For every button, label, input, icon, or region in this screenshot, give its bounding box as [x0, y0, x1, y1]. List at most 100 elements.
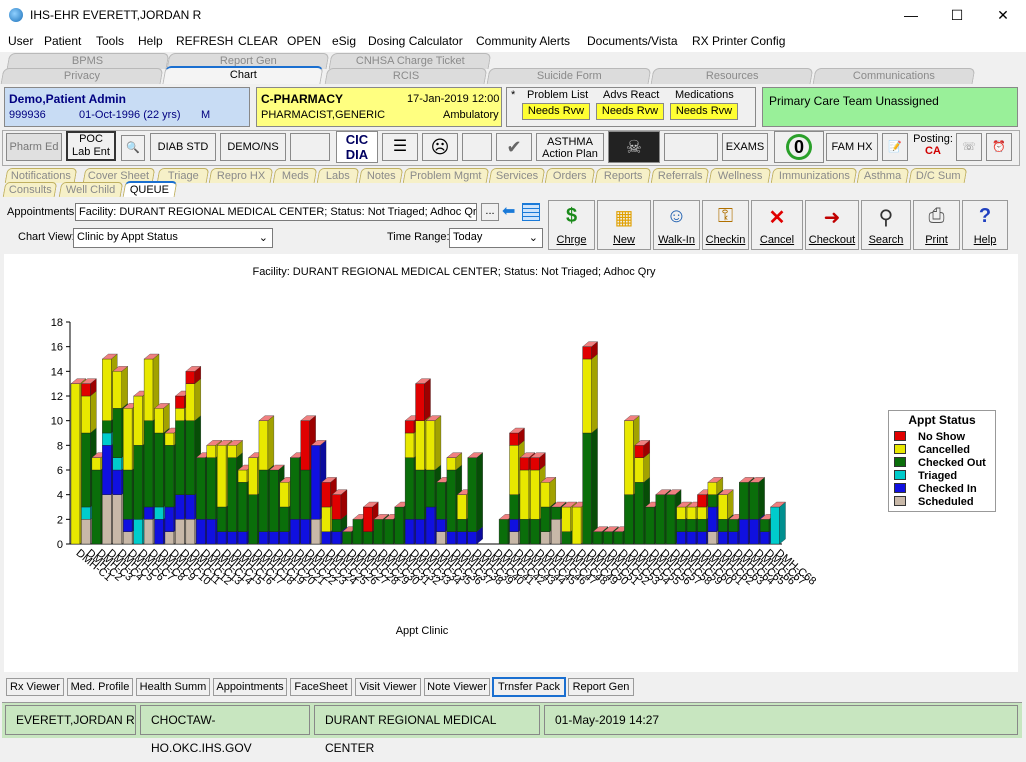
- fam-hx-button[interactable]: FAM HX: [826, 133, 878, 161]
- walk-in-button[interactable]: ☺ Walk-In: [653, 200, 700, 250]
- demo-ns-button[interactable]: DEMO/NS: [220, 133, 286, 161]
- menu-documents-vista[interactable]: Documents/Vista: [587, 34, 678, 48]
- maximize-button[interactable]: ☐: [950, 7, 964, 23]
- subtab-notifications[interactable]: Notifications: [4, 168, 78, 183]
- subtab-notes[interactable]: Notes: [358, 168, 404, 183]
- med-profile-tab[interactable]: Med. Profile: [67, 678, 133, 696]
- visit-viewer-tab[interactable]: Visit Viewer: [355, 678, 421, 696]
- time-range-select[interactable]: Today ⌄: [449, 228, 543, 248]
- tab-cnhsa-charge-ticket[interactable]: CNHSA Charge Ticket: [328, 53, 492, 69]
- recycle-count-button[interactable]: 0: [774, 131, 824, 163]
- notification-icon[interactable]: ☏: [956, 133, 982, 161]
- subtab-wellness[interactable]: Wellness: [708, 168, 772, 183]
- charge-button[interactable]: $ Chrge: [548, 200, 595, 250]
- close-button[interactable]: ✕: [997, 7, 1009, 23]
- empty-button[interactable]: [290, 133, 330, 161]
- back-arrow-icon[interactable]: ⬅: [502, 203, 516, 220]
- menu-user[interactable]: User: [8, 34, 34, 48]
- checkin-button[interactable]: ⚿ Checkin: [702, 200, 749, 250]
- preview-icon[interactable]: 🔍: [121, 135, 145, 161]
- menu-rx-printer-config[interactable]: RX Printer Config: [692, 34, 786, 48]
- medications-needs-review[interactable]: Needs Rvw: [670, 103, 738, 120]
- appointments-field[interactable]: Facility: DURANT REGIONAL MEDICAL CENTER…: [75, 203, 477, 221]
- subtab-queue[interactable]: QUEUE: [122, 181, 178, 197]
- menu-refresh[interactable]: REFRESH: [176, 34, 234, 48]
- tab-privacy[interactable]: Privacy: [0, 68, 164, 84]
- subtab-dc-sum[interactable]: D/C Sum: [908, 168, 968, 183]
- provider-panel[interactable]: C-PHARMACY 17-Jan-2019 12:00 PHARMACIST,…: [256, 87, 502, 127]
- chart-panel: Facility: DURANT REGIONAL MEDICAL CENTER…: [4, 254, 1018, 672]
- subtab-immunizations[interactable]: Immunizations: [770, 168, 858, 183]
- search-button[interactable]: ⚲ Search: [861, 200, 911, 250]
- subtab-asthma[interactable]: Asthma: [856, 168, 910, 183]
- problem-list-needs-review[interactable]: Needs Rvw: [522, 103, 590, 120]
- appointments-tab[interactable]: Appointments: [213, 678, 287, 696]
- printer-icon: ⎙: [928, 205, 945, 227]
- y-tick-label: 12: [51, 391, 63, 403]
- tab-communications[interactable]: Communications: [812, 68, 976, 84]
- subtab-orders[interactable]: Orders: [544, 168, 596, 183]
- menu-help[interactable]: Help: [138, 34, 163, 48]
- subtab-consults[interactable]: Consults: [2, 182, 58, 197]
- bar-segment-checked_in: [446, 531, 457, 545]
- advs-react-needs-review[interactable]: Needs Rvw: [596, 103, 664, 120]
- menu-open[interactable]: OPEN: [287, 34, 322, 48]
- subtab-repro-hx[interactable]: Repro HX: [208, 168, 274, 183]
- calendar-grid-icon[interactable]: [522, 203, 540, 221]
- blank-button[interactable]: [462, 133, 492, 161]
- report-gen-tab[interactable]: Report Gen: [568, 678, 634, 696]
- tab-chart[interactable]: Chart: [162, 66, 324, 84]
- tab-suicide-form[interactable]: Suicide Form: [486, 68, 652, 84]
- diab-std-button[interactable]: DIAB STD: [150, 133, 216, 161]
- poc-lab-ent-button[interactable]: POC Lab Ent: [66, 131, 116, 161]
- health-summ-tab[interactable]: Health Summ: [136, 678, 210, 696]
- rx-viewer-tab[interactable]: Rx Viewer: [6, 678, 64, 696]
- blank-button-2[interactable]: [664, 133, 718, 161]
- asthma-action-plan-button[interactable]: ASTHMA Action Plan: [536, 133, 604, 161]
- bar-segment-checked_out: [102, 420, 112, 434]
- status-server: CHOCTAW-HO.OKC.IHS.GOV: [140, 705, 310, 755]
- print-button[interactable]: ⎙ Print: [913, 200, 960, 250]
- cancel-button[interactable]: ✕ Cancel: [751, 200, 803, 250]
- minimize-button[interactable]: —: [904, 7, 918, 23]
- patient-panel[interactable]: Demo,Patient Admin 999936 01-Oct-1996 (2…: [4, 87, 250, 127]
- help-button[interactable]: ? Help: [962, 200, 1008, 250]
- pharm-ed-button[interactable]: Pharm Ed: [6, 133, 62, 161]
- face-icon[interactable]: ☹: [422, 133, 458, 161]
- transfer-pack-tab[interactable]: Trnsfer Pack: [492, 677, 566, 697]
- care-team-panel[interactable]: Primary Care Team Unassigned: [762, 87, 1018, 127]
- bar-segment-checked_in: [310, 445, 321, 520]
- menu-patient[interactable]: Patient: [44, 34, 82, 48]
- bar-top: [467, 452, 484, 458]
- bar-side-no_show: [424, 378, 431, 421]
- menu-tools[interactable]: Tools: [96, 34, 125, 48]
- appointments-browse-button[interactable]: ...: [481, 203, 499, 221]
- menu-esig[interactable]: eSig: [332, 34, 357, 48]
- bar-top: [623, 415, 640, 421]
- xray-icon[interactable]: ☠: [608, 131, 660, 163]
- facesheet-tab[interactable]: FaceSheet: [290, 678, 352, 696]
- notes-icon[interactable]: ☰: [382, 133, 418, 161]
- note-viewer-tab[interactable]: Note Viewer: [424, 678, 490, 696]
- tab-bpms[interactable]: BPMS: [6, 53, 170, 69]
- tab-resources[interactable]: Resources: [650, 68, 814, 84]
- menu-community-alerts[interactable]: Community Alerts: [476, 34, 571, 48]
- checkout-button[interactable]: ➜ Checkout: [805, 200, 859, 250]
- new-button[interactable]: ▦ New: [597, 200, 651, 250]
- subtab-problem-mgmt[interactable]: Problem Mgmt: [402, 168, 490, 183]
- subtab-services[interactable]: Services: [488, 168, 546, 183]
- menu-clear[interactable]: CLEAR: [238, 34, 279, 48]
- menu-dosing-calculator[interactable]: Dosing Calculator: [368, 34, 463, 48]
- subtab-reports[interactable]: Reports: [594, 168, 652, 183]
- check-icon[interactable]: ✔: [496, 133, 532, 161]
- notepad-icon[interactable]: 📝: [882, 133, 908, 161]
- alarm-icon[interactable]: ⏰: [986, 133, 1012, 161]
- subtab-labs[interactable]: Labs: [316, 168, 360, 183]
- subtab-well-child[interactable]: Well Child: [58, 182, 124, 197]
- chart-view-select[interactable]: Clinic by Appt Status ⌄: [73, 228, 273, 248]
- subtab-meds[interactable]: Meds: [272, 168, 318, 183]
- subtab-referrals[interactable]: Referrals: [650, 168, 710, 183]
- cic-dia-button[interactable]: CIC DIA: [336, 131, 378, 163]
- exams-button[interactable]: EXAMS: [722, 133, 768, 161]
- tab-rcis[interactable]: RCIS: [324, 68, 488, 84]
